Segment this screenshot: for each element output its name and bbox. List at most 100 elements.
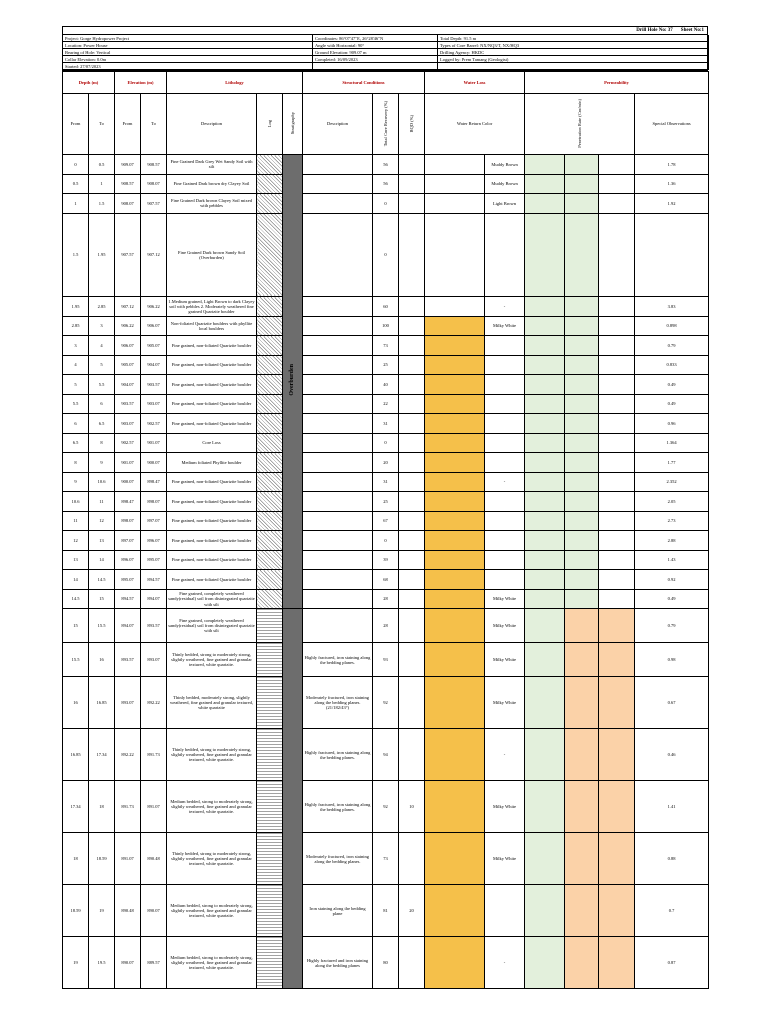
water-loss-bar: [424, 780, 485, 834]
lithology-description: Fine grained, completely weathered sandy…: [166, 608, 257, 644]
hydraulic-conductivity: [524, 510, 566, 532]
flow-type: [598, 354, 636, 376]
graphic-log: [256, 530, 283, 551]
group-header: Permeability: [524, 71, 710, 94]
water-return-color: [483, 569, 526, 590]
depth-to: 6.5: [88, 413, 115, 434]
total-core-recovery: 25: [372, 354, 399, 376]
structural-description: [302, 510, 373, 532]
column-header-text: Penetration Rate (Cm/min): [576, 99, 582, 148]
graphic-log: [256, 676, 283, 730]
info: [438, 63, 709, 70]
log-row: 14.5 15 894.57 894.07 Fine grained, complete…: [62, 588, 710, 610]
group-header-row: Depth (m) Elevation (m) Lithology Structura…: [62, 71, 710, 94]
flow-type: [598, 335, 636, 356]
rqd: [398, 676, 425, 730]
penetration-rate: 1.92: [634, 193, 710, 214]
hydraulic-conductivity: [524, 296, 566, 317]
elevation-to: 908.57: [140, 154, 167, 175]
total-core-recovery: 0: [372, 193, 399, 214]
depth-to: 18: [88, 780, 115, 834]
flow-type: [598, 471, 636, 493]
water-loss-bar: [424, 335, 485, 356]
column-header: From: [62, 93, 89, 155]
elevation-from: 897.07: [114, 530, 141, 551]
elevation-to: 904.07: [140, 354, 167, 376]
depth-from: 14: [62, 569, 89, 590]
flow-type: [598, 393, 636, 415]
flow-type: [598, 296, 636, 317]
info: Project: Gorge Hydropower Project: [63, 35, 313, 42]
water-loss-bar: [424, 193, 485, 214]
penetration-rate: 0.98: [634, 642, 710, 678]
total-core-recovery: 28: [372, 608, 399, 644]
log-row: 4 5 905.07 904.07 Fine grained, non-foliated…: [62, 354, 710, 376]
structural-description: [302, 154, 373, 175]
depth-to: 1.5: [88, 193, 115, 214]
depth-to: 18.59: [88, 832, 115, 886]
log-row: 6 6.5 903.07 902.57 Fine grained, non-foliat…: [62, 413, 710, 434]
log-row: 16.85 17.34 892.22 891.73 Thinly bedded, str…: [62, 728, 710, 782]
flow-type: [598, 608, 636, 644]
penetration-rate: 0.96: [634, 413, 710, 434]
structural-description: Highly fractured, iron staining along th…: [302, 728, 373, 782]
water-return-color: -: [483, 296, 526, 317]
lugeon: [564, 491, 600, 512]
elevation-to: 905.07: [140, 335, 167, 356]
lugeon: [564, 193, 600, 214]
lithology-description: Non-foliated Quartzite boulders with phy…: [166, 315, 257, 337]
depth-from: 8: [62, 452, 89, 473]
depth-from: 10.6: [62, 491, 89, 512]
flow-type: [598, 413, 636, 434]
log-row: 15.5 16 893.57 893.07 Thinly bedded, strong …: [62, 642, 710, 678]
elevation-to: 897.07: [140, 510, 167, 532]
rqd: 10: [398, 780, 425, 834]
total-core-recovery: 22: [372, 393, 399, 415]
hydraulic-conductivity: [524, 193, 566, 214]
depth-to: 13: [88, 530, 115, 551]
depth-to: 19.5: [88, 936, 115, 990]
rqd: [398, 354, 425, 376]
column-header-text: Log: [266, 119, 272, 128]
log-row: 3 4 906.07 905.07 Fine grained, non-foliated…: [62, 335, 710, 356]
drill-hole-no: Drill Hole No: 37: [636, 28, 673, 33]
rqd: [398, 491, 425, 512]
lithology-description: Fine Grained Dark brown dry Clayey Soil: [166, 173, 257, 194]
flow-type: [598, 154, 636, 175]
rqd: [398, 335, 425, 356]
elevation-from: 901.07: [114, 452, 141, 473]
column-header-text: Description: [201, 121, 222, 127]
hydraulic-conductivity: [524, 530, 566, 551]
water-return-color: -: [483, 728, 526, 782]
lugeon: [564, 296, 600, 317]
water-loss-bar: [424, 432, 485, 454]
total-core-recovery: 20: [372, 452, 399, 473]
water-loss-bar: [424, 569, 485, 590]
flow-type: [598, 780, 636, 834]
column-header-text: Description: [327, 121, 348, 127]
water-loss-bar: [424, 936, 485, 990]
flow-type: [598, 832, 636, 886]
total-core-recovery: 93: [372, 642, 399, 678]
flow-type: [598, 676, 636, 730]
graphic-log: [256, 642, 283, 678]
water-return-color: Milky White: [483, 676, 526, 730]
graphic-log: [256, 413, 283, 434]
penetration-rate: 0.79: [634, 608, 710, 644]
total-core-recovery: 56: [372, 173, 399, 194]
lugeon: [564, 432, 600, 454]
flow-type: [598, 432, 636, 454]
rqd: [398, 212, 425, 298]
elevation-from: 902.57: [114, 432, 141, 454]
total-core-recovery: 73: [372, 335, 399, 356]
penetration-rate: 0.898: [634, 315, 710, 337]
total-core-recovery: 68: [372, 569, 399, 590]
lithology-description: Fine grained, non-foliated Quartzite bou…: [166, 471, 257, 493]
lugeon: [564, 154, 600, 175]
flow-type: [598, 491, 636, 512]
structural-description: [302, 296, 373, 317]
lithology-description: Fine grained, non-foliated Quartzite bou…: [166, 354, 257, 376]
total-core-recovery: 0: [372, 212, 399, 298]
depth-from: 11: [62, 510, 89, 532]
flow-type: [598, 530, 636, 551]
